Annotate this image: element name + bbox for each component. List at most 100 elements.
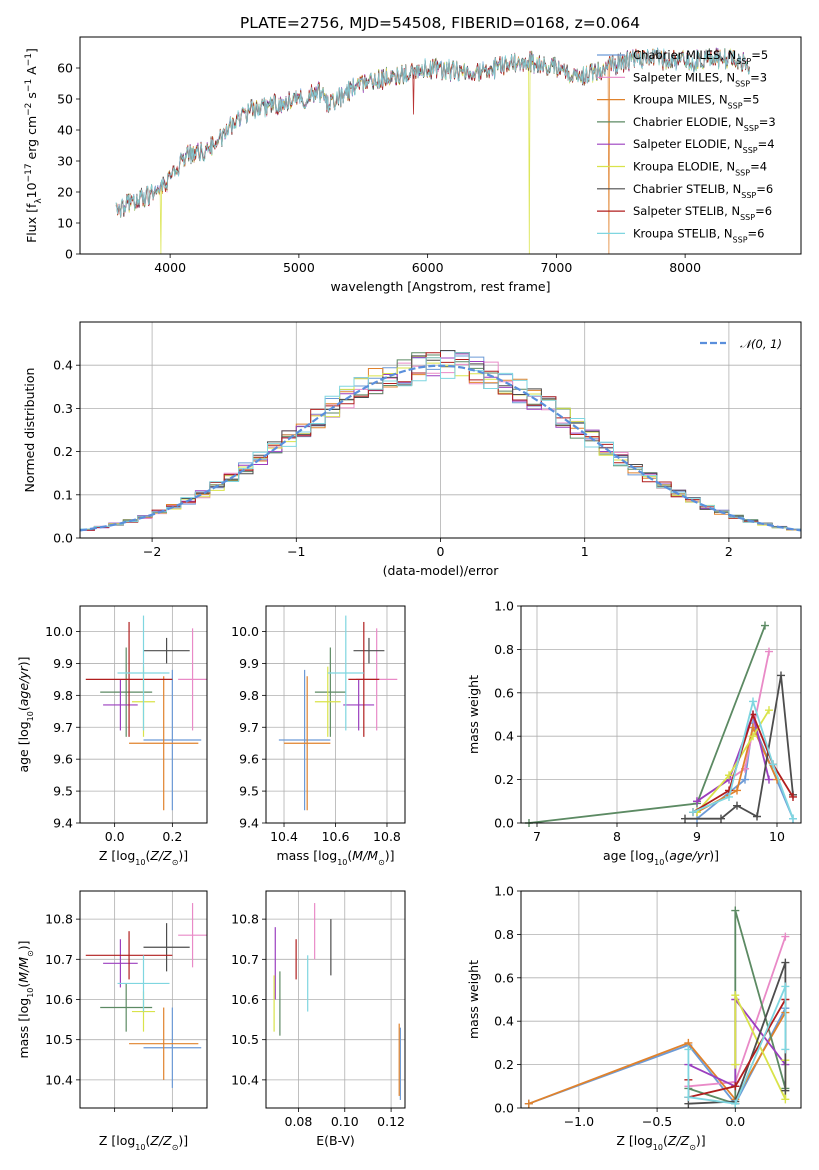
legend-label-salpeter-elodie: Salpeter ELODIE, NSSP=4 <box>633 137 775 155</box>
grid <box>266 606 405 824</box>
y-tick-label: 9.4 <box>53 816 73 831</box>
weight-line <box>685 675 794 820</box>
errorbar-salpeter-stelib <box>348 621 380 737</box>
y-tick-label: 10.5 <box>45 1032 73 1047</box>
x-tick-label: 7000 <box>540 260 572 275</box>
x-tick-label: 4000 <box>154 260 186 275</box>
weight-lines <box>525 621 797 827</box>
errorbar-kroupa-elodie <box>314 666 341 737</box>
weight-lines <box>524 906 790 1108</box>
weight-marker <box>731 1060 740 1069</box>
y-tick-label: 0.2 <box>494 772 514 787</box>
x-tick-label: −1 <box>287 544 305 559</box>
age-vs-mass-panel: 10.4 10.6 10.8 9.4 9.5 9.6 9.7 9.8 9.9 10.0 mass [… <box>231 605 406 867</box>
grid <box>521 890 801 1109</box>
weight-line <box>528 1012 787 1105</box>
y-tick-label: 9.4 <box>239 816 259 831</box>
errorbar-chabrier-miles <box>143 669 202 811</box>
x-tick-label: 9 <box>693 829 701 844</box>
y-tick-label: 10 <box>57 216 73 231</box>
errorbar-chabrier-stelib <box>143 637 190 664</box>
x-axis-label: (data-model)/error <box>383 563 500 578</box>
errorbar-salpeter-stelib <box>85 931 173 980</box>
weight-marker <box>777 671 785 680</box>
y-axis-label: Normed distribution <box>22 368 37 493</box>
errorbar-chabrier-elodie <box>314 647 346 737</box>
weight-series-kroupa-elodie <box>693 706 773 817</box>
weight-marker <box>753 812 761 821</box>
errorbar-chabrier-elodie <box>100 647 153 737</box>
x-tick-label: 0.08 <box>285 1114 313 1129</box>
y-tick-label: 0.2 <box>494 1057 514 1072</box>
x-tick-label: 0.0 <box>725 1114 745 1129</box>
x-axis-label: E(B-V) <box>316 1133 355 1148</box>
errorbar-kroupa-stelib <box>327 615 364 731</box>
x-tick-label: 7 <box>533 829 541 844</box>
errorbar-salpeter-elodie <box>343 679 375 731</box>
weight-marker <box>789 814 797 823</box>
x-tick-label: 0.0 <box>105 829 125 844</box>
y-tick-label: 9.6 <box>239 752 259 767</box>
weight-line <box>688 996 787 1088</box>
weight-marker <box>731 1082 740 1091</box>
errorbar-kroupa-stelib <box>117 615 170 731</box>
y-axis-label: Flux [fλ10−17 erg cm−2 s−1 A−1] <box>24 48 44 243</box>
errorbar-chabrier-miles <box>278 669 331 811</box>
errorbar-chabrier-elodie <box>100 983 153 1032</box>
y-tick-label: 0.6 <box>494 685 514 700</box>
errorbars <box>278 615 398 811</box>
weight-marker <box>781 982 790 991</box>
errorbar-kroupa-miles <box>129 676 199 811</box>
residuals-legend: 𝒩(0, 1) <box>700 337 782 351</box>
weight-marker <box>765 647 773 656</box>
weight-series-chabrier-stelib <box>681 671 797 823</box>
weight-marker <box>733 801 741 810</box>
axes-frame <box>79 605 208 824</box>
x-tick-label: −1.0 <box>564 1114 594 1129</box>
spectrum-line-kroupa-stelib <box>115 47 750 217</box>
weight-series-kroupa-stelib <box>684 982 790 1108</box>
weight-series-salpeter-miles <box>684 932 790 1091</box>
weight-marker <box>524 1099 533 1108</box>
x-axis-label: wavelength [Angstrom, rest frame] <box>330 279 550 294</box>
x-tick-label: 10 <box>769 829 785 844</box>
errorbar-kroupa-stelib <box>117 955 170 1012</box>
x-tick-label: 10.8 <box>373 829 401 844</box>
weight-marker <box>725 771 733 780</box>
figure-title: PLATE=2756, MJD=54508, FIBERID=0168, z=0… <box>240 14 640 32</box>
errorbar-salpeter-stelib <box>85 621 173 737</box>
weight-line <box>696 709 770 813</box>
weight-marker <box>731 1099 740 1108</box>
y-tick-label: 0.6 <box>494 970 514 985</box>
x-tick-label: 1 <box>581 544 589 559</box>
weights-vs-metallicity-panel: −1.0 −0.5 0.0 0.0 0.2 0.4 0.6 0.8 1.0 Z [log10(Z/… <box>466 884 802 1152</box>
y-tick-label: 9.8 <box>53 688 73 703</box>
weight-marker <box>731 906 740 915</box>
weight-marker <box>765 775 773 784</box>
y-tick-label: 9.9 <box>53 656 73 671</box>
y-tick-label: 0.2 <box>53 444 73 459</box>
y-tick-label: 9.6 <box>53 752 73 767</box>
weight-marker <box>725 792 733 801</box>
errorbars <box>273 903 401 1100</box>
y-tick-label: 60 <box>57 61 73 76</box>
legend-label-salpeter-miles: Salpeter MILES, NSSP=3 <box>633 70 767 88</box>
y-tick-label: 0.3 <box>53 401 73 416</box>
weight-marker <box>781 1086 790 1095</box>
errorbar-salpeter-elodie <box>103 679 138 731</box>
x-tick-label: 6000 <box>412 260 444 275</box>
y-tick-label: 1.0 <box>494 599 514 614</box>
y-tick-label: 10.4 <box>45 1072 73 1087</box>
residuals-panel: −2 −1 0 1 2 0.0 0.1 0.2 0.3 0.4 (data-model)/error… <box>22 321 802 578</box>
y-tick-label: 10.5 <box>231 1032 259 1047</box>
weight-marker <box>761 621 769 630</box>
y-tick-label: 0.0 <box>494 816 514 831</box>
x-tick-label: 5000 <box>283 260 315 275</box>
y-tick-label: 0.1 <box>53 487 73 502</box>
weight-marker <box>741 775 749 784</box>
y-tick-label: 20 <box>57 185 73 200</box>
histograms <box>80 350 801 533</box>
legend-label-gaussian: 𝒩(0, 1) <box>740 337 782 351</box>
y-tick-label: 10.7 <box>45 952 73 967</box>
